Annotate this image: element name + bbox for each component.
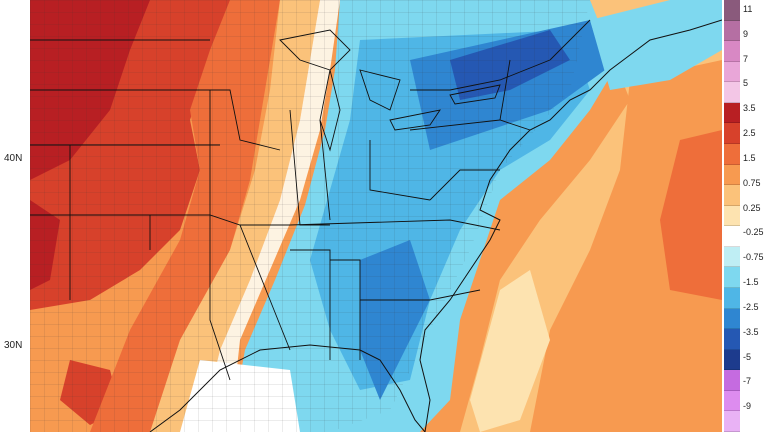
colorbar-swatch bbox=[724, 308, 740, 330]
canada-maritime-cool bbox=[590, 0, 722, 90]
atlantic-coastline bbox=[419, 19, 722, 432]
colorbar-swatch bbox=[724, 0, 740, 21]
colorbar-label: 3.5 bbox=[743, 103, 756, 114]
colorbar-label: -2.5 bbox=[743, 301, 759, 312]
lake-huron bbox=[359, 69, 401, 111]
colorbar-swatch bbox=[724, 246, 740, 268]
colorbar-swatch bbox=[724, 288, 740, 309]
colorbar-label: -1.5 bbox=[743, 277, 759, 288]
lat-label-30n: 30N bbox=[4, 340, 23, 351]
colorbar-label: 0.25 bbox=[743, 202, 761, 213]
colorbar-swatch bbox=[724, 329, 740, 350]
colorbar-swatch bbox=[724, 226, 740, 247]
atlantic-hot-spot bbox=[660, 130, 722, 300]
colorbar-swatch bbox=[724, 61, 740, 83]
colorbar-label: 11 bbox=[743, 4, 753, 14]
colorbar-label: 5 bbox=[743, 78, 749, 89]
atlantic-warm-core bbox=[530, 60, 722, 432]
atlantic-light-band bbox=[470, 270, 550, 432]
colorbar-swatch bbox=[724, 411, 740, 432]
lake-erie bbox=[389, 109, 441, 131]
lake-ontario bbox=[449, 84, 501, 105]
colorbar-swatch bbox=[724, 185, 740, 206]
lat-label-40n: 40N bbox=[4, 153, 23, 164]
colorbar-label: -9 bbox=[743, 401, 752, 412]
colorbar-label: -5 bbox=[743, 351, 752, 362]
colorbar-swatch bbox=[724, 205, 740, 227]
colorbar-swatch bbox=[724, 144, 740, 165]
gulf-coastline bbox=[149, 344, 426, 432]
colorbar-label: 2.5 bbox=[743, 128, 756, 139]
colorbar-swatch bbox=[724, 349, 740, 371]
colorbar-swatch bbox=[724, 164, 740, 186]
colorbar-swatch bbox=[724, 370, 740, 391]
lake-michigan bbox=[319, 69, 341, 152]
colorbar-swatch bbox=[724, 20, 740, 42]
anomaly-field bbox=[30, 0, 722, 432]
state-borders bbox=[30, 19, 591, 381]
colorbar-swatch bbox=[724, 390, 740, 412]
colorbar-legend: 11 9 7 5 3.5 2.5 1.5 0.75 0.25 -0.25 -0.75 -1.5 -2.5… bbox=[724, 0, 764, 432]
colorbar-label: 7 bbox=[743, 53, 749, 64]
colorbar-label: -3.5 bbox=[743, 326, 759, 337]
colorbar-label: 0.75 bbox=[743, 177, 761, 188]
colorbar-label: 1.5 bbox=[743, 152, 756, 163]
colorbar-label: -0.25 bbox=[743, 227, 764, 238]
county-grid bbox=[30, 0, 590, 432]
colorbar-swatch bbox=[724, 123, 740, 144]
colorbar-label: 9 bbox=[743, 28, 749, 39]
colorbar-label: -0.75 bbox=[743, 252, 764, 263]
colorbar-swatch bbox=[724, 267, 740, 288]
anomaly-map bbox=[30, 0, 722, 432]
colorbar-swatch bbox=[724, 102, 740, 124]
colorbar-label: -7 bbox=[743, 376, 752, 387]
lake-superior bbox=[279, 29, 351, 71]
colorbar-swatch bbox=[724, 41, 740, 62]
colorbar-swatch bbox=[724, 82, 740, 103]
